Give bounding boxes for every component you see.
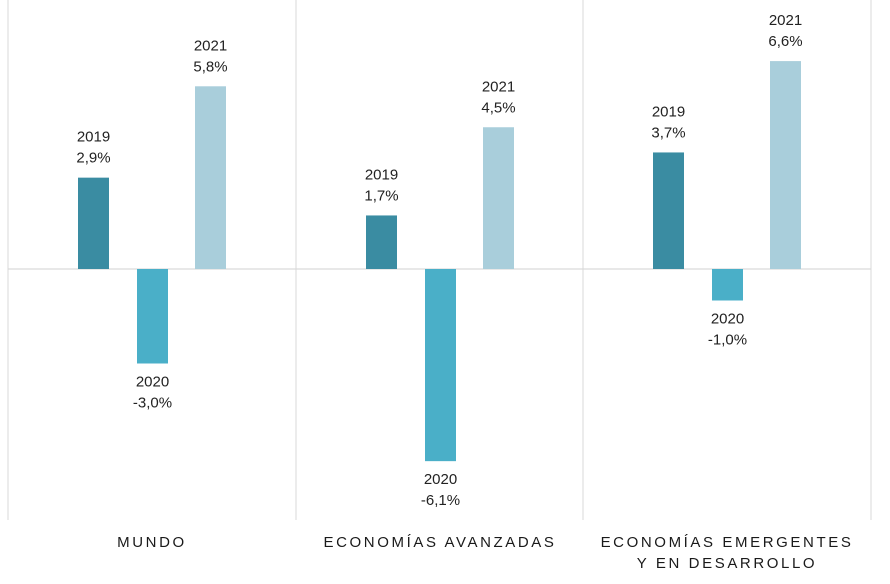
bar-2019-group-1 (366, 215, 397, 269)
bar-marks (78, 61, 801, 462)
bar-value-label: -6,1% (421, 492, 460, 509)
bar-value-label: 4,5% (481, 99, 515, 116)
category-label: ECONOMÍAS EMERGENTES (601, 534, 854, 551)
category-label: ECONOMÍAS AVANZADAS (323, 534, 556, 551)
bar-value-label: -1,0% (708, 332, 747, 349)
bar-year-label: 2019 (652, 103, 685, 120)
bar-value-label: 3,7% (651, 124, 685, 141)
bar-year-label: 2019 (77, 129, 110, 146)
bar-value-label: -3,0% (133, 395, 172, 412)
bar-year-label: 2021 (769, 12, 802, 29)
bar-value-label: 1,7% (364, 187, 398, 204)
bar-year-label: 2021 (194, 37, 227, 54)
bar-value-label: 2,9% (76, 150, 110, 167)
bar-2020-group-2 (712, 269, 743, 301)
bar-data-labels: 2019 2,9% 2020 -3,0% 2021 5,8% 2019 1,7% 2020 -6,… (76, 12, 802, 509)
bar-2020-group-1 (425, 269, 456, 462)
bar-year-label: 2020 (136, 374, 169, 391)
bar-2019-group-0 (78, 177, 109, 269)
bar-value-label: 6,6% (768, 33, 802, 50)
category-label: MUNDO (117, 534, 187, 551)
bar-2021-group-0 (195, 86, 226, 269)
bar-year-label: 2019 (365, 166, 398, 183)
bar-2019-group-2 (653, 152, 684, 269)
group-dividers (7, 0, 872, 520)
bar-2021-group-1 (483, 127, 514, 269)
bar-year-label: 2020 (711, 311, 744, 328)
bar-2021-group-2 (770, 61, 801, 269)
bar-year-label: 2021 (482, 78, 515, 95)
category-labels: MUNDO ECONOMÍAS AVANZADAS ECONOMÍAS EMERGE… (117, 534, 854, 572)
bar-2020-group-0 (137, 269, 168, 364)
category-label: Y EN DESARROLLO (637, 555, 817, 572)
bar-value-label: 5,8% (193, 58, 227, 75)
bar-year-label: 2020 (424, 471, 457, 488)
